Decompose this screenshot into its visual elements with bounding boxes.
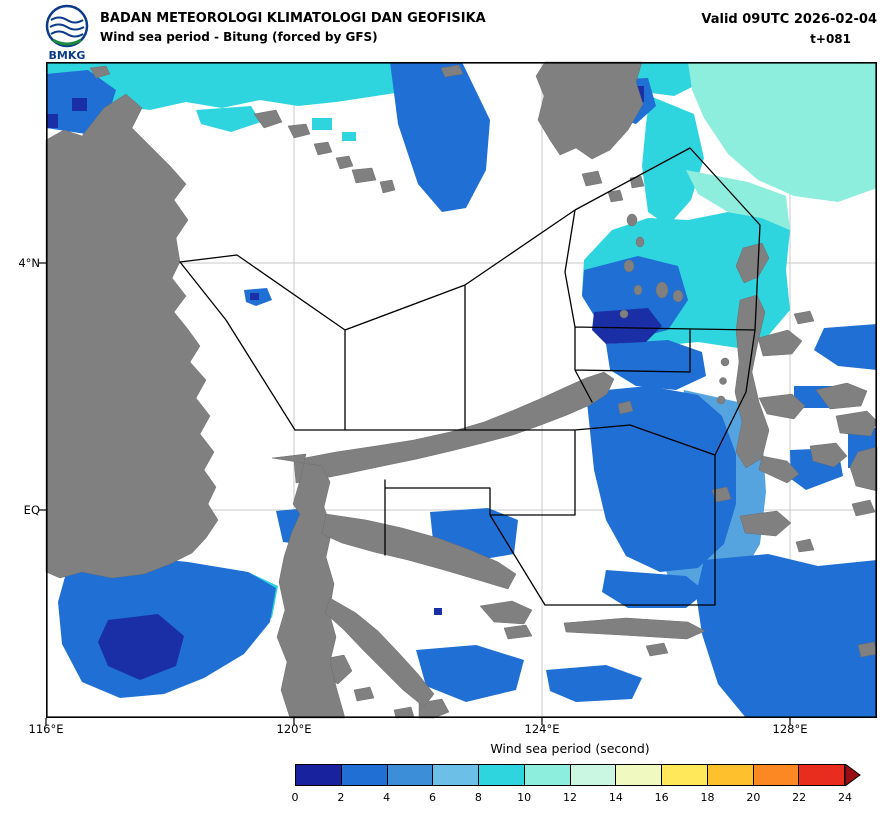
colorbar-segment bbox=[387, 765, 434, 785]
x-axis-label-128e: 128°E bbox=[772, 722, 808, 736]
y-axis-label-eq: EQ bbox=[23, 503, 40, 517]
colorbar-segment bbox=[341, 765, 388, 785]
colorbar-tick-label: 18 bbox=[700, 791, 715, 804]
colorbar-title: Wind sea period (second) bbox=[490, 741, 650, 756]
forecast-zone-boundaries bbox=[179, 147, 761, 606]
colorbar-arrow bbox=[845, 764, 861, 786]
x-axis-label-120e: 120°E bbox=[276, 722, 312, 736]
header-titles: BADAN METEOROLOGI KLIMATOLOGI DAN GEOFIS… bbox=[100, 10, 486, 46]
colorbar-tick-label: 4 bbox=[383, 791, 391, 804]
map-svg bbox=[39, 61, 878, 725]
colorbar-segment bbox=[707, 765, 754, 785]
colorbar-tick-label: 16 bbox=[654, 791, 669, 804]
axis-ticks bbox=[39, 262, 791, 725]
land-borneo bbox=[45, 93, 219, 579]
land-sulawesi-north-arm bbox=[293, 371, 615, 484]
x-axis-label-124e: 124°E bbox=[524, 722, 560, 736]
map-canvas bbox=[39, 61, 878, 725]
x-axis-label-116e: 116°E bbox=[28, 722, 64, 736]
colorbar-segment bbox=[570, 765, 617, 785]
land-mindanao bbox=[535, 61, 644, 160]
product-title: Wind sea period - Bitung (forced by GFS) bbox=[100, 29, 378, 44]
land-sulawesi-se-arm bbox=[324, 597, 435, 708]
agency-title: BADAN METEOROLOGI KLIMATOLOGI DAN GEOFIS… bbox=[100, 11, 486, 26]
colorbar-segment bbox=[524, 765, 571, 785]
colorbar-tick-label: 2 bbox=[337, 791, 345, 804]
colorbar-tick-label: 10 bbox=[517, 791, 532, 804]
land-layer bbox=[45, 61, 878, 719]
bmkg-logo-icon: BMKG bbox=[45, 4, 89, 62]
colorbar-segment bbox=[753, 765, 800, 785]
colorbar-tick-label: 20 bbox=[746, 791, 761, 804]
colorbar-tick-label: 8 bbox=[474, 791, 482, 804]
valid-block: Valid 09UTC 2026-02-04 t+081 bbox=[701, 10, 877, 48]
colorbar-tick-labels: 0 2 4 6 8 10 12 14 16 18 20 22 24 bbox=[291, 791, 853, 805]
colorbar-tick-label: 22 bbox=[792, 791, 807, 804]
land-sulawesi-east-arm bbox=[321, 513, 517, 590]
bmkg-logo-text: BMKG bbox=[49, 49, 86, 62]
colorbar-tick-label: 12 bbox=[563, 791, 577, 804]
bmkg-logo: BMKG bbox=[40, 4, 94, 62]
colorbar bbox=[295, 764, 861, 786]
colorbar-tick-label: 6 bbox=[429, 791, 436, 804]
map-frame bbox=[46, 62, 878, 719]
colorbar-tick-label: 24 bbox=[838, 791, 852, 804]
sea-period-layer bbox=[46, 62, 877, 718]
valid-time: Valid 09UTC 2026-02-04 bbox=[701, 12, 877, 27]
colorbar-segment bbox=[433, 765, 479, 785]
colorbar-segment bbox=[799, 765, 844, 785]
colorbar-tick-label: 0 bbox=[291, 791, 299, 804]
colorbar-segment bbox=[479, 765, 525, 785]
colorbar-segment bbox=[662, 765, 708, 785]
forecast-step: t+081 bbox=[810, 31, 851, 46]
y-axis-label-4n: 4°N bbox=[18, 256, 40, 270]
colorbar-segment bbox=[296, 765, 342, 785]
colorbar-tick-label: 14 bbox=[608, 791, 623, 804]
colorbar-segment bbox=[616, 765, 662, 785]
colorbar-segments bbox=[295, 764, 845, 786]
